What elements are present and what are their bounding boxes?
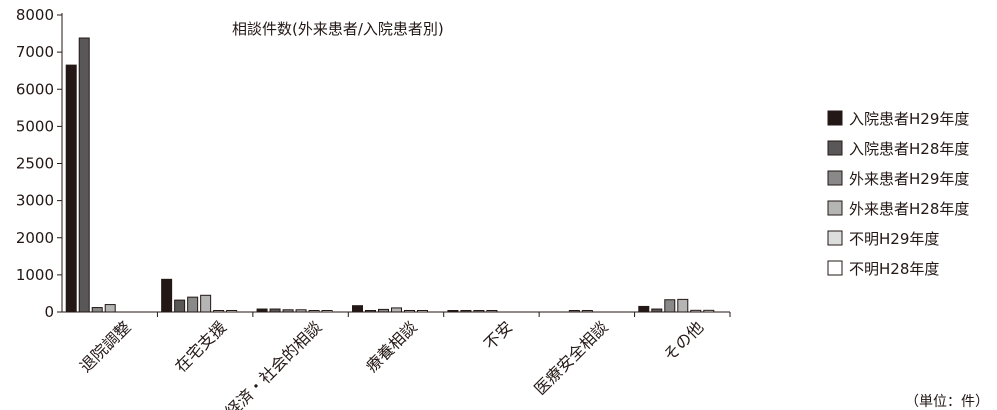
- bar: [161, 278, 173, 313]
- bar: [226, 310, 238, 313]
- bar: [486, 310, 498, 313]
- bar: [91, 307, 103, 313]
- bar: [269, 308, 281, 313]
- bar: [391, 307, 402, 313]
- legend-swatch: [827, 200, 843, 216]
- bar: [460, 310, 472, 313]
- bar: [404, 310, 415, 313]
- legend-swatch: [827, 170, 843, 186]
- bar: [651, 308, 663, 313]
- bar: [174, 299, 186, 313]
- bar: [104, 304, 116, 313]
- bars: [65, 37, 715, 313]
- bar: [308, 310, 320, 313]
- y-tick-label: 6000: [16, 80, 54, 98]
- bar: [213, 310, 225, 313]
- x-category-label: その他: [660, 317, 707, 364]
- legend-swatch: [827, 260, 843, 276]
- legend-swatch: [827, 140, 843, 156]
- y-tick-label: 2000: [16, 229, 54, 247]
- bar: [690, 309, 702, 313]
- x-category-label: 不安: [480, 317, 516, 353]
- bar: [187, 296, 199, 313]
- bar: [677, 298, 689, 313]
- legend: 入院患者H29年度入院患者H28年度外来患者H29年度外来患者H28年度不明H2…: [827, 110, 969, 278]
- y-tick-label: 3000: [16, 192, 54, 210]
- legend-label: 入院患者H29年度: [849, 110, 969, 128]
- y-tick-label: 2500: [16, 155, 54, 173]
- bar: [417, 310, 428, 313]
- legend-label: 外来患者H29年度: [849, 170, 969, 188]
- legend-label: 不明H29年度: [849, 230, 939, 248]
- legend-label: 外来患者H28年度: [849, 200, 969, 218]
- x-category-label: 経済・社会的相談: [221, 317, 325, 410]
- y-tick-label: 0: [44, 303, 54, 321]
- chart-title: 相談件数(外来患者/入院患者別): [232, 20, 444, 38]
- bar: [473, 310, 485, 313]
- legend-label: 入院患者H28年度: [849, 140, 969, 158]
- bar: [365, 310, 376, 313]
- x-category-label: 退院調整: [76, 317, 135, 376]
- bar: [581, 310, 593, 313]
- y-tick-label: 7000: [16, 43, 54, 61]
- x-category-label: 在宅支援: [171, 317, 230, 376]
- legend-label: 不明H28年度: [849, 260, 939, 278]
- bar: [256, 308, 268, 313]
- bar: [78, 37, 90, 313]
- bar: [447, 310, 459, 313]
- unit-note: （単位：件）: [905, 394, 989, 410]
- bar: [65, 64, 77, 313]
- bar: [664, 299, 676, 313]
- bar: [378, 308, 389, 313]
- bar: [638, 305, 650, 313]
- bar: [321, 310, 333, 313]
- bar: [200, 294, 212, 313]
- bar: [568, 310, 580, 313]
- x-category-label: 療養相談: [362, 317, 421, 376]
- y-tick-label: 5000: [16, 117, 54, 135]
- bar: [703, 309, 715, 313]
- bar: [352, 305, 363, 313]
- bar: [295, 309, 307, 313]
- legend-swatch: [827, 110, 843, 126]
- bar: [282, 309, 294, 313]
- x-category-label: 医療安全相談: [530, 317, 611, 398]
- y-tick-label: 8000: [16, 6, 54, 24]
- legend-swatch: [827, 230, 843, 246]
- y-axis: 0 1000 2000 3000 2500 5000 6000 7000 8000: [16, 6, 63, 321]
- y-tick-label: 1000: [16, 266, 54, 284]
